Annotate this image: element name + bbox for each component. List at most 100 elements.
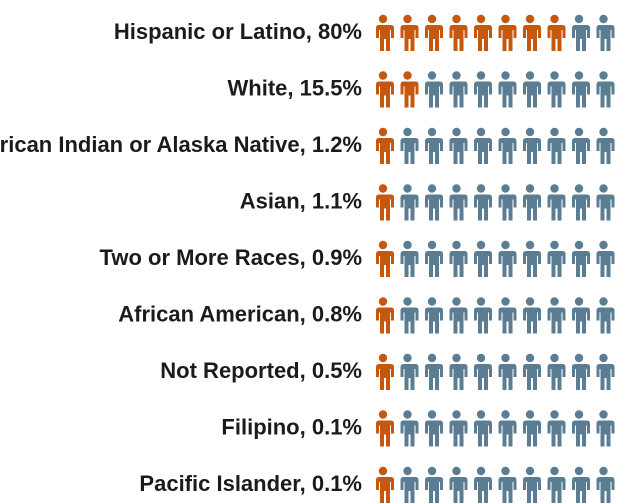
icon-head (378, 410, 388, 419)
icon-body (595, 420, 615, 447)
person-icon (473, 466, 492, 503)
icon-head (378, 240, 388, 250)
person-icon (424, 184, 443, 221)
icon-body (522, 477, 541, 503)
icon-body (571, 477, 590, 503)
icon-head (574, 297, 584, 306)
icon-head (599, 240, 608, 250)
icon-body (571, 194, 590, 221)
person-icon (546, 410, 566, 447)
icon-body (424, 307, 443, 334)
icon-body (546, 251, 566, 277)
icon-body (424, 25, 443, 51)
icon-body (448, 420, 468, 447)
icon-head (574, 240, 584, 250)
icon-head (403, 410, 412, 419)
icon-body (497, 138, 517, 164)
icon-head (452, 184, 461, 193)
row-label: Filipino, 0.1% (221, 414, 362, 439)
icon-head (525, 127, 535, 137)
filled-icons (375, 127, 394, 164)
icon-body (375, 194, 394, 221)
icon-body (375, 307, 394, 334)
icon-head (501, 240, 510, 250)
icon-head (452, 410, 461, 419)
person-icon (595, 297, 615, 334)
icon-head (378, 184, 388, 193)
icon-head (501, 410, 510, 419)
icon-body (497, 251, 517, 277)
person-icon (473, 410, 492, 447)
icon-head (452, 466, 461, 476)
person-icon (473, 71, 492, 108)
icon-head (501, 71, 510, 80)
row-label: Not Reported, 0.5% (160, 358, 362, 383)
icon-body (546, 138, 566, 164)
person-icon (546, 127, 566, 164)
icon-head (476, 410, 486, 419)
person-icon (571, 71, 590, 108)
icon-body (497, 194, 517, 221)
row-label: Asian, 1.1% (240, 188, 362, 213)
icon-head (599, 466, 608, 476)
icon-body (546, 477, 566, 503)
person-icon (473, 353, 492, 390)
person-icon (399, 353, 419, 390)
person-icon (522, 71, 541, 108)
person-icon (375, 466, 394, 503)
person-icon (595, 127, 615, 164)
icon-body (595, 477, 615, 503)
icon-head (427, 240, 437, 250)
icon-body (399, 138, 419, 164)
person-icon (595, 240, 615, 277)
person-icon (595, 466, 615, 503)
person-icon (522, 127, 541, 164)
person-icon (424, 14, 443, 51)
icon-body (522, 138, 541, 164)
icon-body (375, 364, 394, 390)
icon-body (497, 420, 517, 447)
person-icon (399, 410, 419, 447)
person-icon (375, 297, 394, 334)
icon-body (571, 364, 590, 390)
person-icon (522, 297, 541, 334)
icon-body (448, 307, 468, 334)
icon-head (599, 353, 608, 363)
icon-head (427, 184, 437, 193)
icon-head (574, 71, 584, 80)
icon-body (399, 81, 419, 108)
person-icon (571, 240, 590, 277)
person-icon (522, 353, 541, 390)
person-icon (497, 240, 517, 277)
icon-body (571, 251, 590, 277)
person-icon (375, 184, 394, 221)
icon-body (522, 307, 541, 334)
row-label: Hispanic or Latino, 80% (114, 19, 362, 44)
icon-head (452, 127, 461, 137)
icon-head (427, 353, 437, 363)
person-icon (546, 184, 566, 221)
icon-head (476, 297, 486, 306)
icon-head (452, 71, 461, 80)
icon-body (546, 307, 566, 334)
icon-body (571, 138, 590, 164)
icon-body (473, 138, 492, 164)
person-icon (497, 127, 517, 164)
person-icon (571, 297, 590, 334)
person-icon (424, 240, 443, 277)
icon-head (378, 466, 388, 476)
icon-head (378, 127, 388, 137)
filled-icons (375, 353, 394, 390)
person-icon (424, 71, 443, 108)
person-icon (497, 466, 517, 503)
icon-body (546, 420, 566, 447)
person-icon (375, 240, 394, 277)
person-icon (448, 240, 468, 277)
icon-body (571, 81, 590, 108)
row-label: American Indian or Alaska Native, 1.2% (0, 132, 362, 157)
icon-body (399, 251, 419, 277)
person-icon (473, 127, 492, 164)
icon-head (403, 240, 412, 250)
person-icon (546, 466, 566, 503)
person-icon (424, 297, 443, 334)
